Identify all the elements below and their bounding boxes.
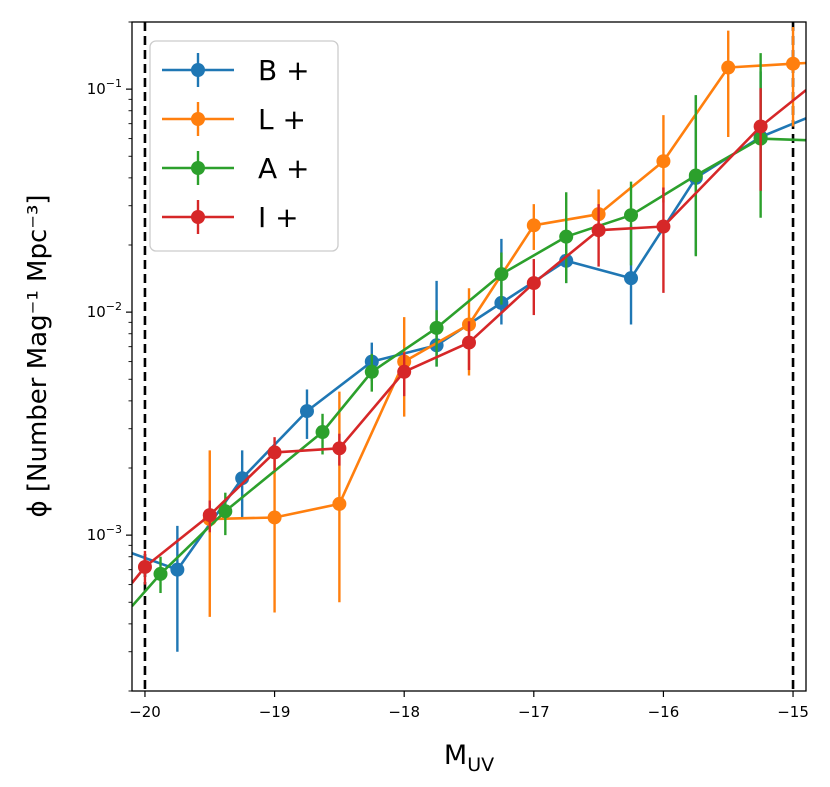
data-point	[429, 320, 444, 335]
data-point	[153, 566, 168, 581]
legend-label: L +	[258, 103, 306, 136]
data-point	[559, 229, 574, 244]
plot-frame	[131, 21, 807, 692]
data-point	[137, 559, 152, 574]
data-point	[397, 364, 412, 379]
data-point	[526, 276, 541, 291]
data-point	[267, 510, 282, 525]
legend-label: I +	[258, 201, 299, 234]
x-axis-label: MUV	[444, 740, 494, 776]
data-point	[786, 56, 801, 71]
data-point	[753, 119, 768, 134]
y-axis: 10−3 10−2 10−1	[87, 21, 132, 692]
data-point	[332, 441, 347, 456]
y-tick-label: 10−1	[87, 77, 122, 98]
y-tick-label: 10−3	[87, 523, 122, 544]
data-point	[364, 364, 379, 379]
x-tick-label: −19	[259, 703, 291, 721]
legend-entry: L +	[162, 102, 306, 136]
x-tick-label: −16	[648, 703, 680, 721]
legend-entry: A +	[162, 151, 310, 185]
x-axis-label-subscript: UV	[467, 754, 494, 776]
legend-swatch-marker	[191, 210, 205, 224]
data-point	[591, 223, 606, 238]
legend-box	[149, 40, 339, 252]
series-layer	[132, 26, 806, 652]
legend-label: B +	[258, 54, 310, 87]
x-tick-label: −15	[777, 703, 809, 721]
data-point	[526, 218, 541, 233]
data-point	[494, 267, 509, 282]
legend: B + L + A + I +	[149, 40, 339, 252]
x-tick-label: −17	[518, 703, 550, 721]
legend-label: A +	[258, 152, 310, 185]
series-3	[132, 53, 806, 608]
data-point	[202, 508, 217, 523]
data-point	[218, 504, 233, 519]
legend-swatch-marker	[191, 112, 205, 126]
x-tick-label: −18	[388, 703, 420, 721]
x-tick-label: −20	[129, 703, 161, 721]
data-point	[656, 154, 671, 169]
data-point	[315, 425, 330, 440]
data-point	[299, 404, 314, 419]
data-point	[267, 445, 282, 460]
legend-swatch-marker	[191, 63, 205, 77]
series-line	[132, 89, 806, 584]
series-line	[132, 137, 806, 608]
legend-swatch-marker	[191, 161, 205, 175]
data-point	[332, 496, 347, 511]
data-point	[656, 219, 671, 234]
series-4	[132, 88, 806, 585]
data-point	[688, 168, 703, 183]
x-axis: −20 −19 −18 −17 −16 −15	[129, 691, 809, 721]
y-tick-label: 10−2	[87, 300, 122, 321]
data-point	[624, 271, 639, 286]
data-point	[170, 562, 185, 577]
x-axis-label-main: M	[444, 740, 467, 771]
legend-entry: B +	[162, 53, 310, 87]
y-axis-label: ϕ [Number Mag⁻¹ Mpc⁻³]	[23, 194, 53, 517]
legend-entry: I +	[162, 200, 299, 234]
data-point	[462, 335, 476, 350]
data-point	[721, 60, 736, 75]
data-point	[624, 208, 639, 223]
